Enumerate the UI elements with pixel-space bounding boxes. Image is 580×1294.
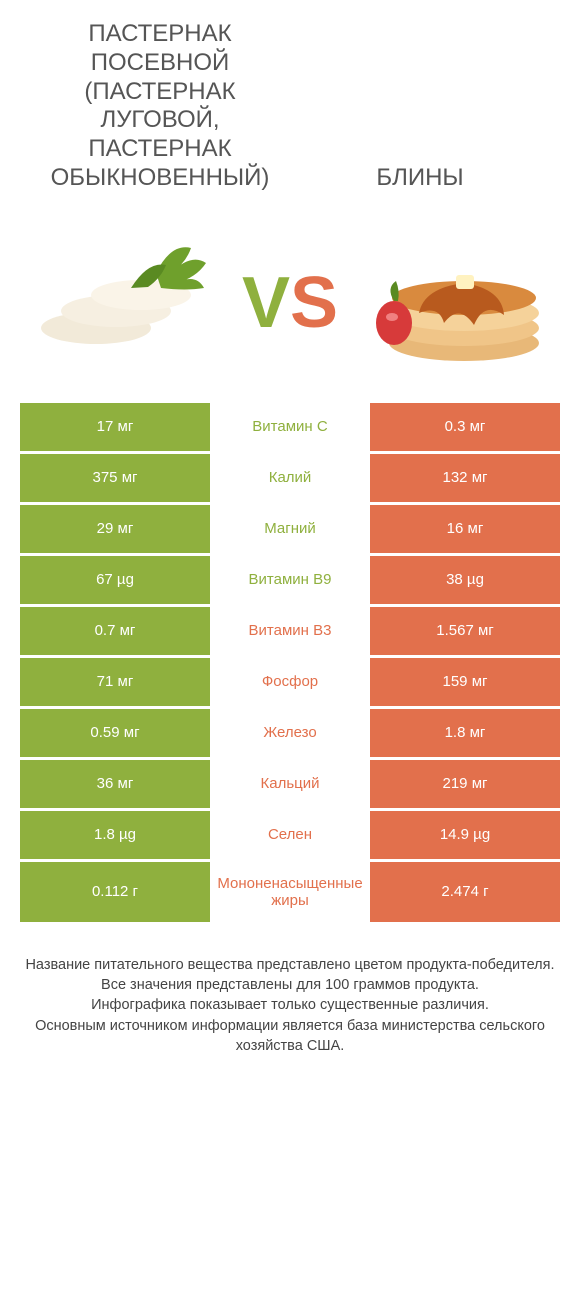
table-row: 0.59 мгЖелезо1.8 мг bbox=[20, 709, 560, 757]
pancake-icon bbox=[364, 233, 544, 373]
left-value: 0.7 мг bbox=[20, 607, 210, 655]
nutrient-name: Железо bbox=[210, 709, 370, 757]
footer-line-3: Инфографика показывает только существенн… bbox=[20, 995, 560, 1015]
right-value: 1.567 мг bbox=[370, 607, 560, 655]
vs-v: V bbox=[242, 263, 290, 343]
left-value: 29 мг bbox=[20, 505, 210, 553]
left-value: 17 мг bbox=[20, 403, 210, 451]
left-value: 67 µg bbox=[20, 556, 210, 604]
right-value: 2.474 г bbox=[370, 862, 560, 922]
table-row: 375 мгКалий132 мг bbox=[20, 454, 560, 502]
table-row: 36 мгКальций219 мг bbox=[20, 760, 560, 808]
vs-row: VS bbox=[0, 203, 580, 403]
food-right-title: БЛИНЫ bbox=[290, 164, 550, 193]
table-row: 1.8 µgСелен14.9 µg bbox=[20, 811, 560, 859]
nutrient-name: Витамин C bbox=[210, 403, 370, 451]
table-row: 71 мгФосфор159 мг bbox=[20, 658, 560, 706]
vs-s: S bbox=[290, 263, 338, 343]
table-row: 17 мгВитамин C0.3 мг bbox=[20, 403, 560, 451]
left-value: 0.59 мг bbox=[20, 709, 210, 757]
food-right-image bbox=[348, 233, 560, 373]
right-value: 132 мг bbox=[370, 454, 560, 502]
nutrient-name: Магний bbox=[210, 505, 370, 553]
nutrient-name: Калий bbox=[210, 454, 370, 502]
right-value: 1.8 мг bbox=[370, 709, 560, 757]
nutrient-table: 17 мгВитамин C0.3 мг375 мгКалий132 мг29 … bbox=[20, 403, 560, 922]
right-value: 159 мг bbox=[370, 658, 560, 706]
right-value: 219 мг bbox=[370, 760, 560, 808]
left-value: 0.112 г bbox=[20, 862, 210, 922]
right-value: 0.3 мг bbox=[370, 403, 560, 451]
header: ПАСТЕРНАК ПОСЕВНОЙ (ПАСТЕРНАК ЛУГОВОЙ, П… bbox=[0, 0, 580, 203]
nutrient-name: Фосфор bbox=[210, 658, 370, 706]
left-value: 1.8 µg bbox=[20, 811, 210, 859]
right-value: 16 мг bbox=[370, 505, 560, 553]
parsnip-icon bbox=[36, 233, 216, 373]
vs-label: VS bbox=[232, 267, 348, 339]
table-row: 0.7 мгВитамин B31.567 мг bbox=[20, 607, 560, 655]
table-row: 29 мгМагний16 мг bbox=[20, 505, 560, 553]
left-value: 375 мг bbox=[20, 454, 210, 502]
footer-line-4: Основным источником информации является … bbox=[20, 1016, 560, 1057]
right-value: 38 µg bbox=[370, 556, 560, 604]
nutrient-name: Селен bbox=[210, 811, 370, 859]
right-value: 14.9 µg bbox=[370, 811, 560, 859]
nutrient-name: Витамин B3 bbox=[210, 607, 370, 655]
nutrient-name: Мононенасыщенные жиры bbox=[210, 862, 370, 922]
footer-note: Название питательного вещества представл… bbox=[0, 925, 580, 1076]
food-left-image bbox=[20, 233, 232, 373]
nutrient-name: Витамин B9 bbox=[210, 556, 370, 604]
left-value: 36 мг bbox=[20, 760, 210, 808]
table-row: 0.112 гМононенасыщенные жиры2.474 г bbox=[20, 862, 560, 922]
footer-line-1: Название питательного вещества представл… bbox=[20, 955, 560, 975]
footer-line-2: Все значения представлены для 100 граммо… bbox=[20, 975, 560, 995]
food-left-title: ПАСТЕРНАК ПОСЕВНОЙ (ПАСТЕРНАК ЛУГОВОЙ, П… bbox=[30, 20, 290, 193]
left-value: 71 мг bbox=[20, 658, 210, 706]
nutrient-name: Кальций bbox=[210, 760, 370, 808]
table-row: 67 µgВитамин B938 µg bbox=[20, 556, 560, 604]
